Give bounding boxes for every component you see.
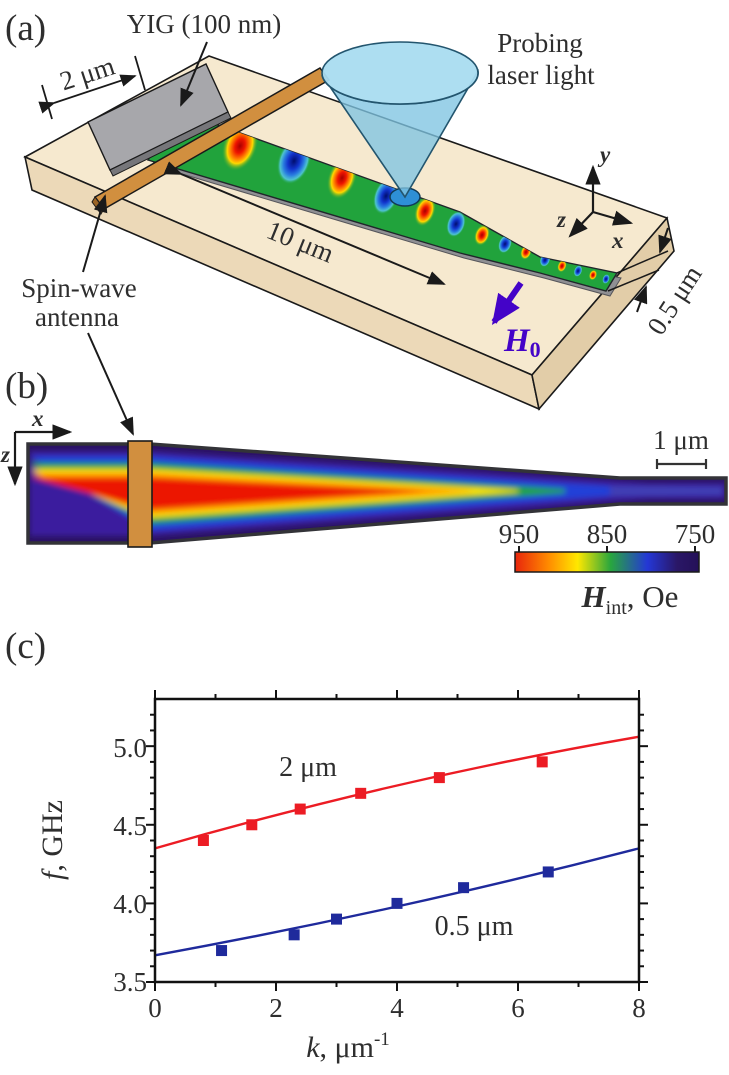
dimension-10um-arrow [163, 161, 446, 285]
axis-z-label: z [556, 207, 566, 232]
panel-b-label: (b) [5, 366, 48, 407]
axis-x-label: x [611, 228, 624, 253]
panel-c-chart: (c) 5.0 4.5 4.0 3.5 0 2 4 6 8 f, GHz k, … [5, 626, 648, 1064]
colorbar-tick-750: 750 [675, 519, 716, 549]
axis-y-label: y [597, 142, 611, 167]
data-point [391, 897, 403, 909]
data-point [216, 945, 228, 957]
chart-plot-area [146, 690, 648, 991]
antenna-arrow-down [87, 332, 134, 436]
laser-cone-top [321, 41, 479, 105]
ytick-4.0: 4.0 [113, 889, 147, 919]
dimension-2um [38, 55, 146, 120]
h0-arrow [491, 281, 524, 325]
data-point [355, 787, 367, 799]
scalebar [655, 459, 708, 469]
fit-line [154, 735, 640, 850]
colorbar-gradient [514, 551, 700, 573]
series-label-2um: 2 μm [279, 752, 337, 783]
yig-film-edge [109, 111, 232, 177]
axes-a [568, 164, 634, 238]
scalebar-label: 1 μm [653, 425, 709, 455]
xtick-6: 6 [511, 993, 525, 1023]
series-label-05um: 0.5 μm [435, 911, 514, 942]
colorbar-tick-850: 850 [587, 519, 628, 549]
axis-b-x-label: x [31, 406, 44, 431]
colorbar-tick-950: 950 [499, 519, 540, 549]
xtick-0: 0 [148, 993, 162, 1023]
data-point [458, 882, 470, 894]
y-axis-title: f, GHz [36, 800, 69, 880]
ytick-4.5: 4.5 [113, 811, 147, 841]
data-point [536, 756, 548, 768]
xtick-4: 4 [390, 993, 404, 1023]
colorbar-title: Hint, Oe [581, 579, 679, 619]
axes-b [7, 424, 73, 487]
antenna-label-line2: antenna [35, 302, 119, 332]
antenna-bar-b [127, 440, 153, 548]
panel-c-label: (c) [5, 626, 46, 667]
antenna-arrow-up [82, 194, 108, 273]
dimension-05um [607, 227, 672, 313]
ytick-5.0: 5.0 [113, 733, 147, 763]
data-point [294, 803, 306, 815]
data-point [288, 929, 300, 941]
yig-label: YIG (100 nm) [127, 9, 281, 39]
panel-a-label: (a) [5, 8, 46, 49]
antenna-label-line1: Spin-wave [21, 273, 136, 303]
x-axis-title: k, μm-1 [306, 1029, 390, 1064]
data-point [433, 772, 445, 784]
axis-b-z-label: z [0, 442, 10, 467]
data-point [197, 835, 209, 846]
dimension-2um-label: 2 μm [56, 51, 118, 97]
h0-label: H0 [503, 323, 541, 362]
ytick-3.5: 3.5 [113, 967, 147, 997]
xtick-2: 2 [269, 993, 283, 1023]
data-point [331, 913, 342, 925]
chart-frame [153, 697, 641, 984]
panel-b-fieldmap: (b) x z [0, 366, 728, 619]
panel-a-schematic: 2 μm YIG (100 nm) Probing laser light 10… [5, 8, 708, 436]
data-point [246, 819, 258, 831]
probing-label-line2: laser light [487, 60, 595, 90]
colorbar: 950 850 750 Hint, Oe [499, 519, 716, 619]
yig-arrow [180, 41, 208, 107]
xtick-8: 8 [632, 993, 646, 1023]
data-point [542, 866, 554, 878]
probing-label-line1: Probing [497, 28, 583, 58]
